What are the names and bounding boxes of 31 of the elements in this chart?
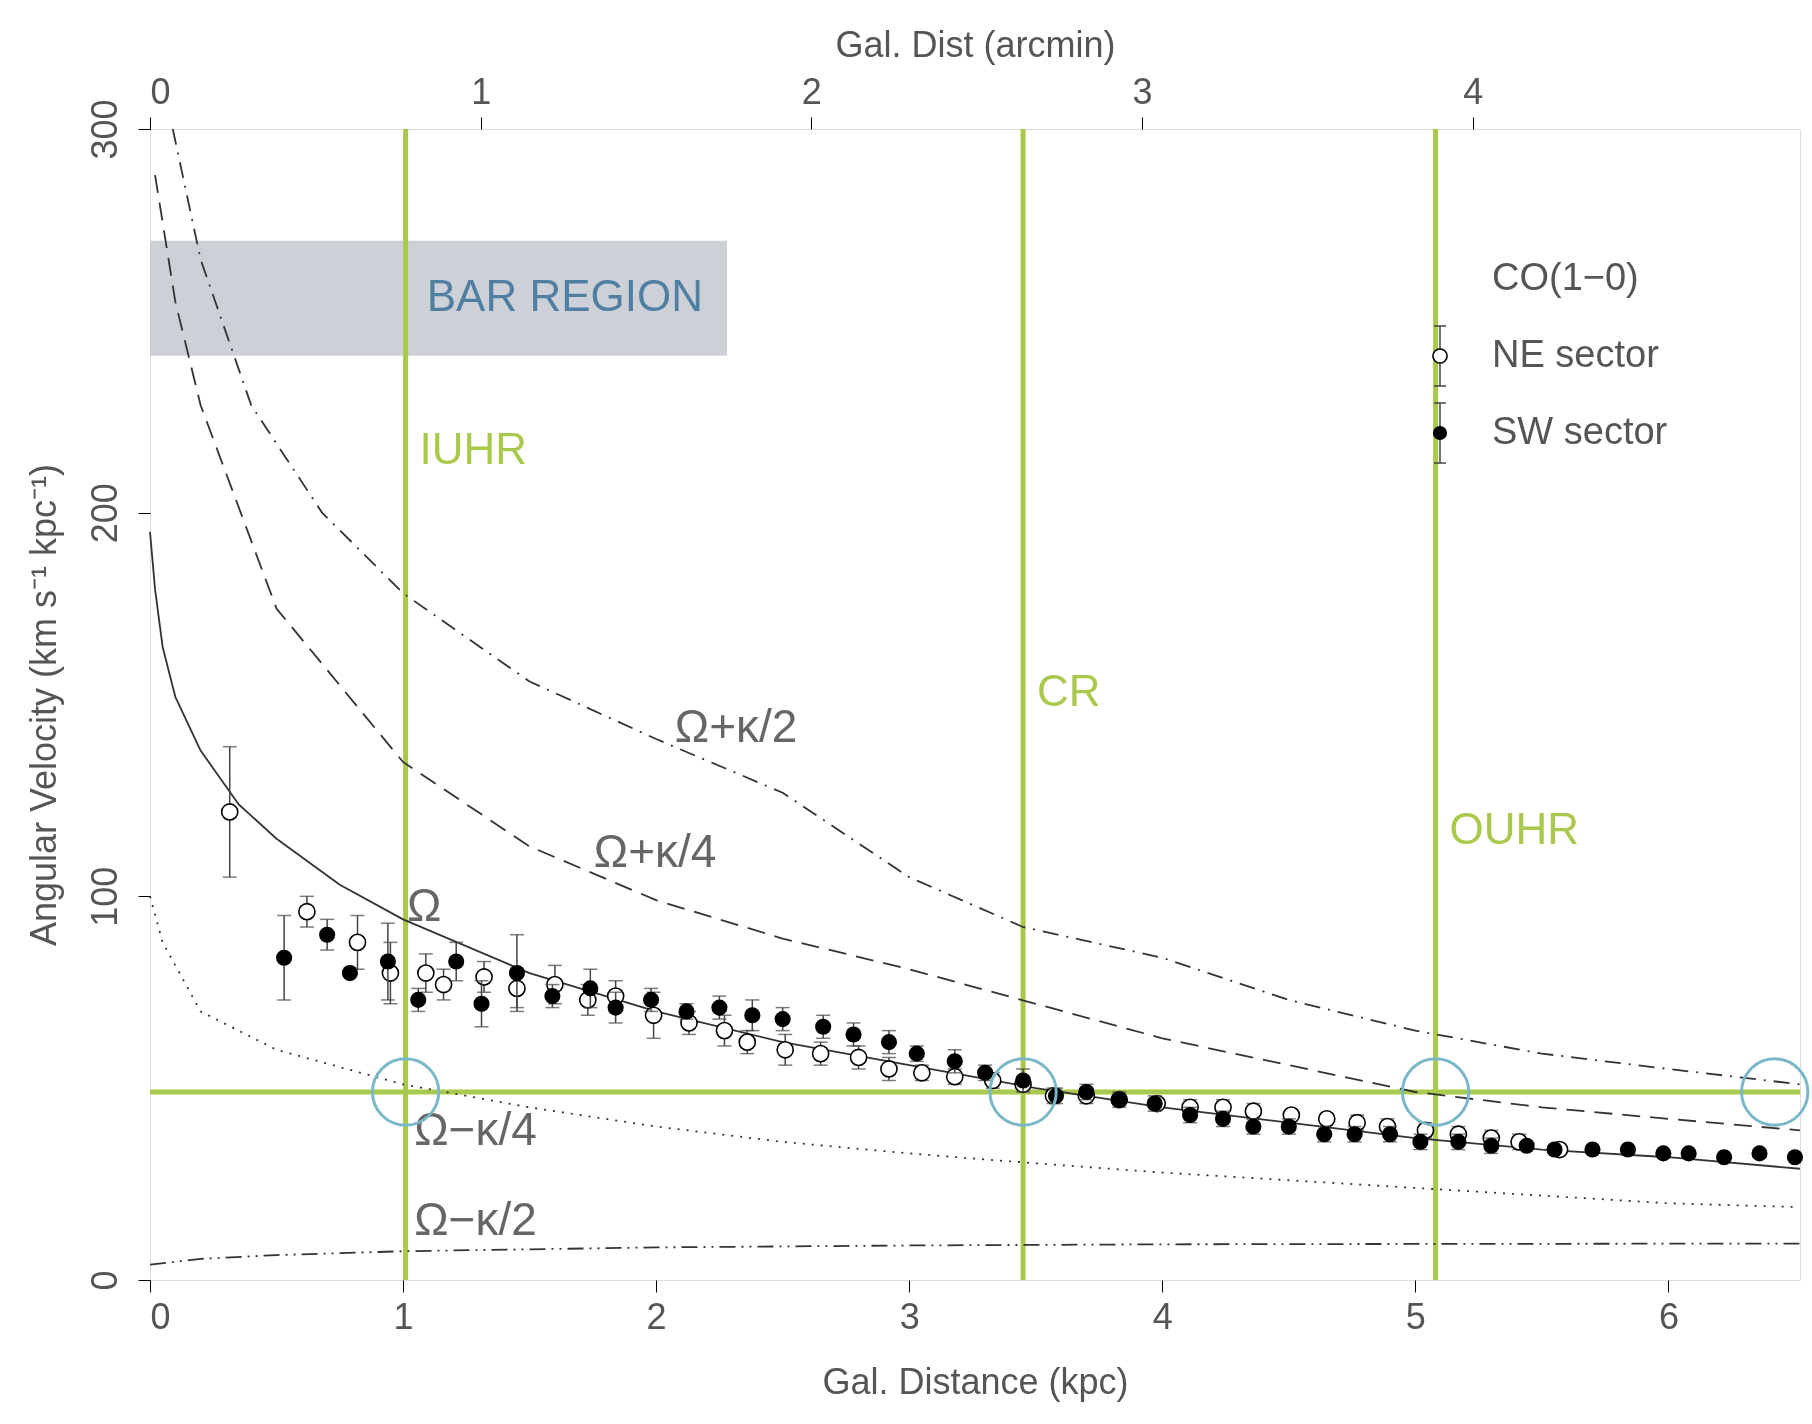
x2-tick-label: 0 [150,70,171,112]
series-label: Ω−κ/2 [414,1193,537,1246]
x-axis-title: Gal. Distance (kpc) [822,1360,1129,1402]
ref-line-label: OUHR [1449,804,1580,854]
band-label: BAR REGION [426,271,703,321]
series-label: Ω−κ/4 [414,1103,537,1156]
x2-tick-label: 3 [1132,70,1153,112]
y-tick-label: 0 [83,1270,125,1291]
x-tick-label: 5 [1405,1295,1426,1337]
y-tick-label: 200 [83,483,125,544]
ref-line-label: CR [1037,665,1101,715]
x-tick-label: 0 [150,1295,171,1337]
y-tick-label: 300 [83,99,125,160]
x-tick-label: 1 [393,1295,414,1337]
legend-title: CO(1−0) [1492,256,1639,298]
x-tick-label: 6 [1658,1295,1679,1337]
x-tick-label: 4 [1152,1295,1173,1337]
x2-tick-label: 4 [1463,70,1484,112]
ref-line-label: IUHR [419,424,528,474]
legend-label: NE sector [1492,333,1660,375]
x2-axis-title: Gal. Dist (arcmin) [835,23,1116,65]
series-label: Ω [407,879,442,932]
y-tick-label: 100 [83,866,125,927]
series-label: Ω+κ/2 [674,700,798,753]
legend-label: SW sector [1492,410,1668,452]
series-label: Ω+κ/4 [593,825,717,878]
y-axis-title: Angular Velocity (km s⁻¹ kpc⁻¹) [22,463,64,947]
x2-tick-label: 1 [471,70,492,112]
x2-tick-label: 2 [801,70,822,112]
x-tick-label: 3 [899,1295,920,1337]
x-tick-label: 2 [646,1295,667,1337]
